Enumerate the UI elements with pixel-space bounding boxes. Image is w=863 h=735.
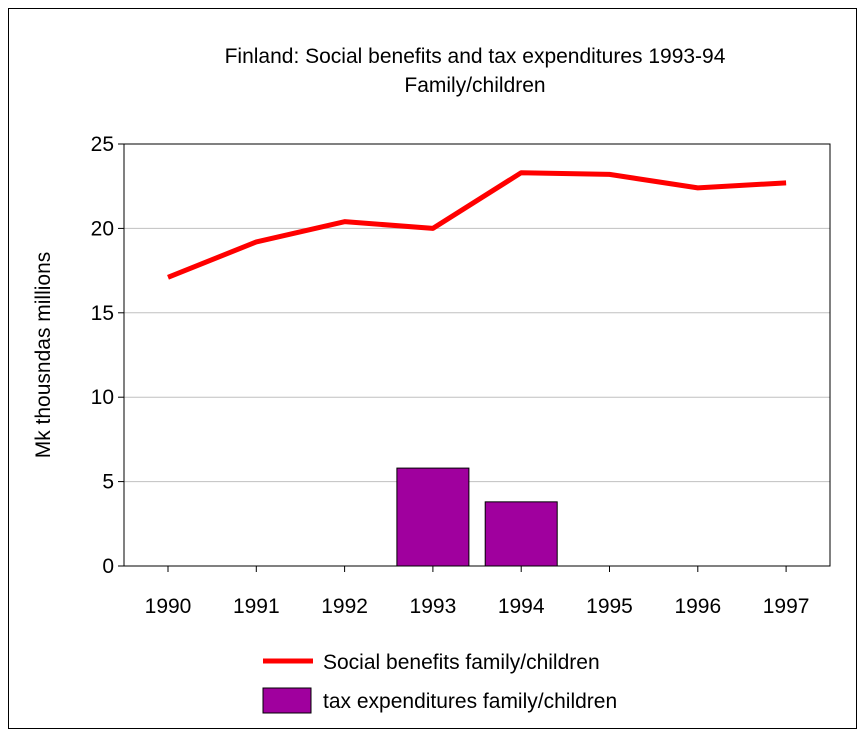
legend-bar-swatch bbox=[262, 687, 312, 714]
x-tick-label: 1997 bbox=[763, 595, 810, 618]
y-tick-label: 10 bbox=[91, 386, 114, 409]
chart-subtitle: Family/children bbox=[404, 74, 545, 97]
x-tick-label: 1994 bbox=[498, 595, 545, 618]
bar-1993 bbox=[396, 467, 470, 567]
x-tick-label: 1991 bbox=[233, 595, 280, 618]
legend-label-social-benefits: Social benefits family/children bbox=[323, 651, 600, 674]
legend: Social benefits family/children tax expe… bbox=[262, 651, 617, 714]
y-tick-label: 25 bbox=[91, 133, 114, 156]
x-tick-label: 1996 bbox=[674, 595, 721, 618]
y-axis-label: Mk thousndas millions bbox=[32, 252, 55, 459]
legend-label-tax-expenditures: tax expenditures family/children bbox=[323, 690, 617, 713]
y-tick-label: 5 bbox=[102, 471, 114, 494]
gridlines bbox=[124, 227, 830, 483]
bar-1994 bbox=[484, 501, 558, 567]
plot-area bbox=[123, 143, 831, 567]
y-axis: 0 5 10 15 20 25 bbox=[91, 133, 124, 578]
x-tick-label: 1990 bbox=[145, 595, 192, 618]
line-group bbox=[167, 170, 787, 280]
y-tick-label: 0 bbox=[102, 555, 114, 578]
x-tick-label: 1993 bbox=[410, 595, 457, 618]
x-axis: 1990 1991 1992 1993 1994 1995 1996 1997 bbox=[145, 566, 810, 618]
outer-border bbox=[8, 8, 857, 729]
chart-title: Finland: Social benefits and tax expendi… bbox=[225, 45, 726, 68]
series-line-social-benefits bbox=[167, 170, 787, 280]
x-tick-label: 1992 bbox=[321, 595, 368, 618]
y-tick-label: 15 bbox=[91, 302, 114, 325]
x-tick-label: 1995 bbox=[586, 595, 633, 618]
y-tick-label: 20 bbox=[91, 217, 114, 240]
